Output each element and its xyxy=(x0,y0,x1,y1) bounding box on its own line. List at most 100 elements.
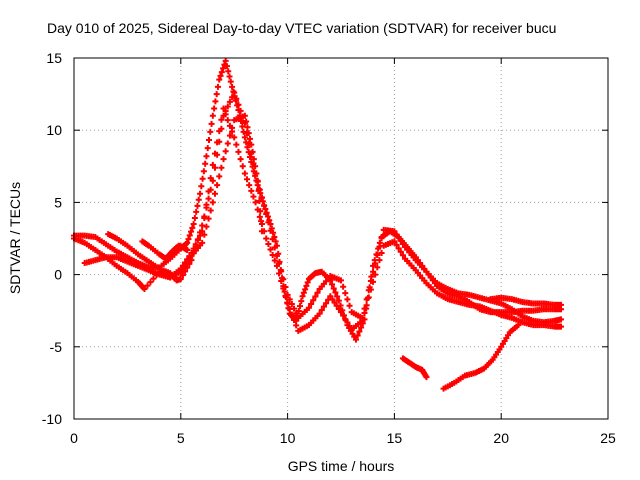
data-point xyxy=(329,296,336,303)
data-point xyxy=(223,63,230,70)
data-point xyxy=(305,304,312,311)
data-point xyxy=(227,78,234,85)
data-point xyxy=(346,323,353,330)
data-point xyxy=(284,291,291,298)
data-point xyxy=(250,156,257,163)
data-point xyxy=(378,235,385,242)
data-point xyxy=(222,148,229,155)
data-point xyxy=(144,282,151,289)
data-point xyxy=(291,316,298,323)
data-point xyxy=(254,177,261,184)
data-point xyxy=(237,156,244,163)
data-point xyxy=(237,107,244,114)
data-point xyxy=(216,76,223,83)
data-point xyxy=(209,112,216,119)
data-point xyxy=(207,128,214,135)
data-point xyxy=(216,138,223,145)
data-point xyxy=(214,151,221,158)
data-point xyxy=(201,213,208,220)
data-point xyxy=(239,163,246,170)
chart-title: Day 010 of 2025, Sidereal Day-to-day VTE… xyxy=(47,20,556,36)
data-point xyxy=(194,236,201,243)
data-point xyxy=(208,120,215,127)
data-point xyxy=(359,314,366,321)
data-point xyxy=(280,276,287,283)
data-point xyxy=(207,186,214,193)
data-point xyxy=(235,101,242,108)
data-point xyxy=(558,323,565,330)
data-point xyxy=(193,208,200,215)
data-point xyxy=(189,224,196,231)
data-point xyxy=(226,98,233,105)
series-track-g xyxy=(440,322,522,392)
y-tick-label: 0 xyxy=(54,267,62,283)
data-point xyxy=(246,182,253,189)
data-point xyxy=(261,202,268,209)
data-point xyxy=(199,175,206,182)
data-point xyxy=(332,289,339,296)
data-point xyxy=(229,94,236,101)
data-point xyxy=(216,173,223,180)
data-point xyxy=(256,197,263,204)
data-points xyxy=(71,57,565,392)
y-tick-label: 5 xyxy=(54,194,62,210)
x-tick-label: 15 xyxy=(387,430,403,446)
data-point xyxy=(248,141,255,148)
axis-ticks: 0 5 10 15 20 25 -10 -5 0 5 10 15 xyxy=(42,50,616,446)
data-point xyxy=(323,300,330,307)
x-tick-label: 0 xyxy=(70,430,78,446)
data-point xyxy=(190,221,197,228)
data-point xyxy=(367,277,374,284)
data-point xyxy=(291,305,298,312)
data-point xyxy=(374,264,381,271)
data-point xyxy=(250,193,257,200)
data-point xyxy=(293,322,300,329)
x-tick-label: 5 xyxy=(177,430,185,446)
data-point xyxy=(271,257,278,264)
data-point xyxy=(244,124,251,131)
data-point xyxy=(304,279,311,286)
data-point xyxy=(224,103,231,110)
data-point xyxy=(224,117,231,124)
data-point xyxy=(397,248,404,255)
data-point xyxy=(376,243,383,250)
data-point xyxy=(231,89,238,96)
data-point xyxy=(288,301,295,308)
data-point xyxy=(318,307,325,314)
data-point xyxy=(330,285,337,292)
data-point xyxy=(288,311,295,318)
data-point xyxy=(397,237,404,244)
data-point xyxy=(235,148,242,155)
data-point xyxy=(269,236,276,243)
data-point xyxy=(334,293,341,300)
data-point xyxy=(241,170,248,177)
data-point xyxy=(344,296,351,303)
data-point xyxy=(249,148,256,155)
data-point xyxy=(391,238,398,245)
data-point xyxy=(211,190,218,197)
data-point xyxy=(393,231,400,238)
data-point xyxy=(198,183,205,190)
data-point xyxy=(515,322,522,329)
data-point xyxy=(271,244,278,251)
data-point xyxy=(184,247,191,254)
data-point xyxy=(267,246,274,253)
data-point xyxy=(327,293,334,300)
data-point xyxy=(320,303,327,310)
data-point xyxy=(213,91,220,98)
data-point xyxy=(316,310,323,317)
data-point xyxy=(184,239,191,246)
data-point xyxy=(308,301,315,308)
data-point xyxy=(188,228,195,235)
data-point xyxy=(335,305,342,312)
data-point xyxy=(265,219,272,226)
data-point xyxy=(558,316,565,323)
data-point xyxy=(141,286,148,293)
data-point xyxy=(200,168,207,175)
data-point xyxy=(233,95,240,102)
data-point xyxy=(211,105,218,112)
data-point xyxy=(378,249,385,256)
data-point xyxy=(391,228,398,235)
data-point xyxy=(395,234,402,241)
